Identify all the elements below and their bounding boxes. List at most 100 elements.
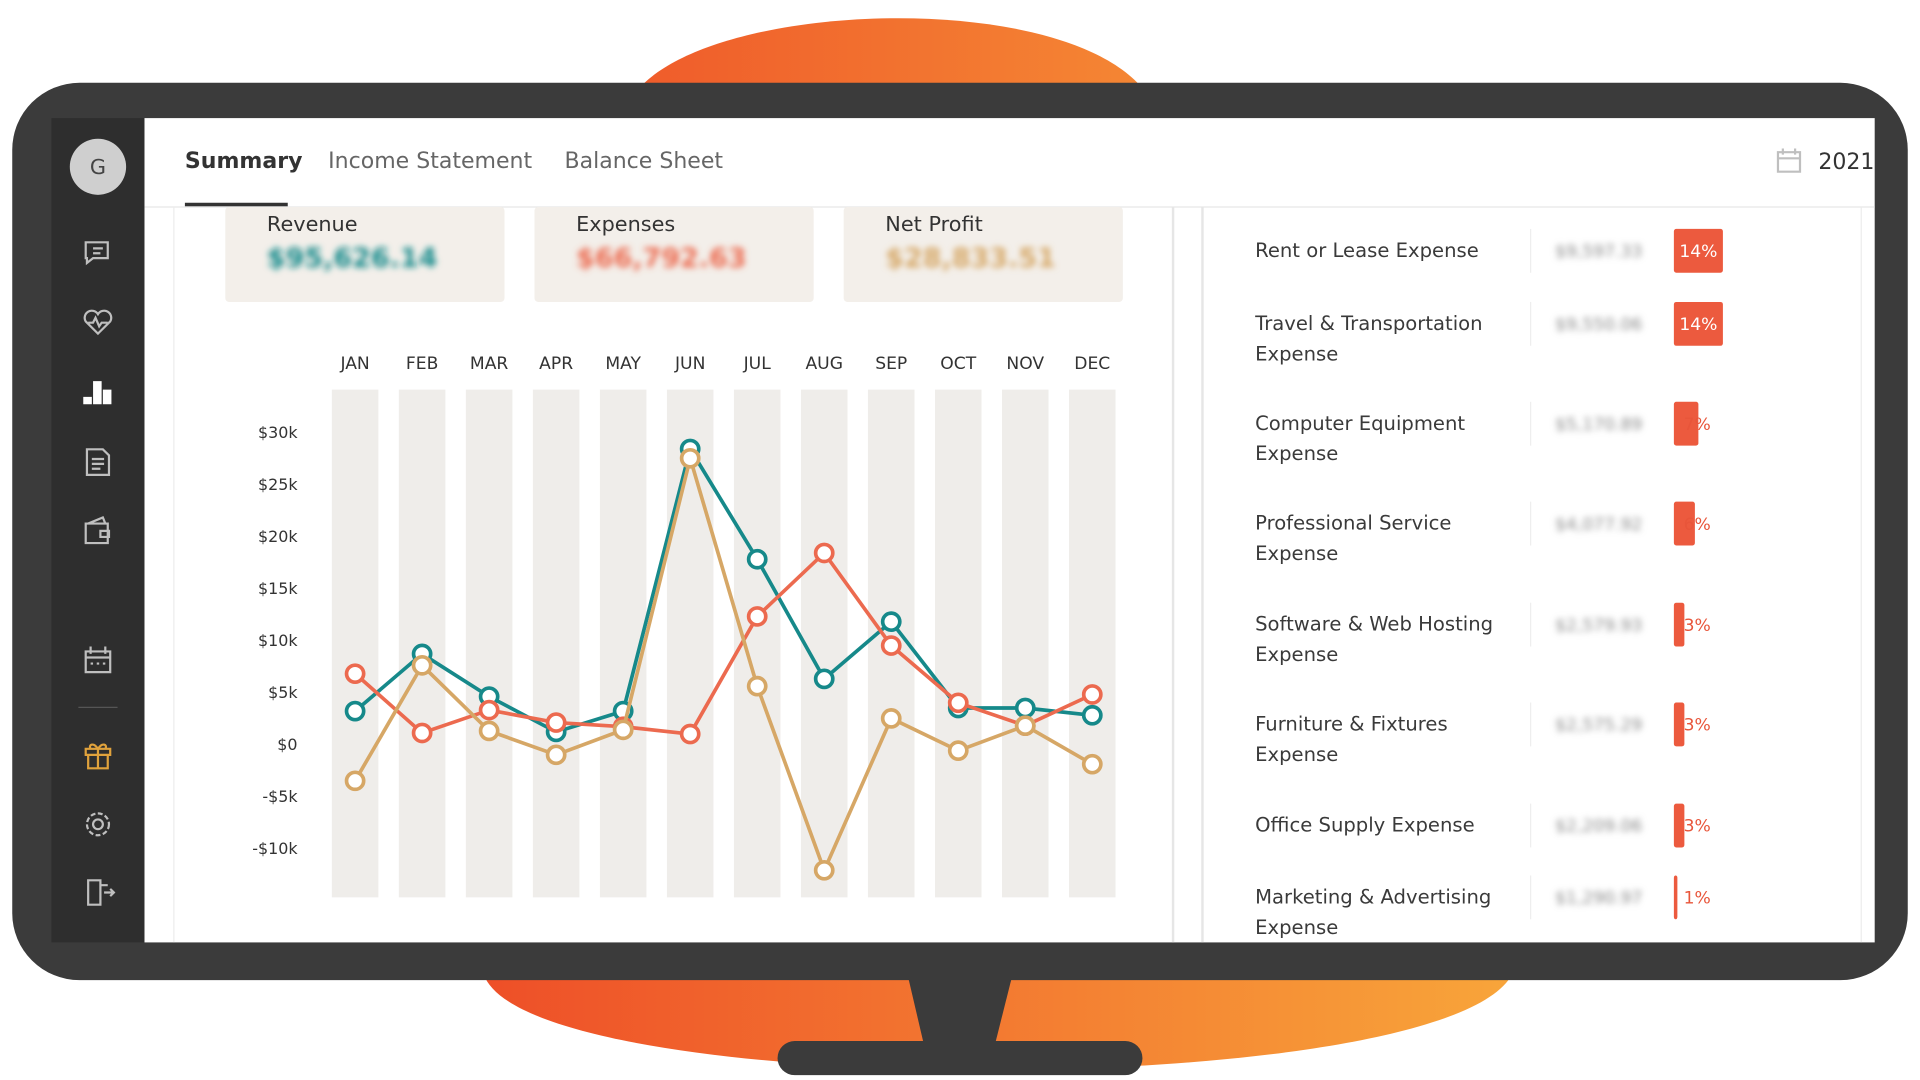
avatar-letter: G	[90, 155, 106, 179]
data-point	[880, 635, 902, 656]
expense-row: Professional Service Expense	[1255, 511, 1452, 565]
sidebar-icons	[78, 241, 118, 906]
data-point	[947, 692, 969, 714]
month-column	[934, 389, 982, 898]
data-point	[344, 770, 366, 792]
icon-year[interactable]	[1776, 148, 1802, 173]
data-point	[478, 720, 500, 742]
expense-row: Software & Web Hosting Expense	[1255, 612, 1493, 666]
data-point	[545, 744, 567, 766]
percent-label: 6%	[1684, 515, 1711, 535]
expense-amount: $4,077.92	[1555, 515, 1642, 535]
percent-label: 14%	[1679, 242, 1717, 262]
icon-chart[interactable]	[83, 381, 112, 405]
data-point	[545, 712, 567, 733]
percent-bar	[1673, 401, 1699, 446]
month-column	[331, 389, 379, 898]
data-point	[1081, 753, 1103, 775]
x-tick-label: JUL	[743, 354, 772, 374]
data-point	[746, 606, 768, 627]
x-tick-label: JUN	[674, 354, 705, 374]
x-tick-label: SEP	[875, 354, 907, 374]
expense-amount: $5,170.89	[1555, 415, 1642, 435]
expense-amount: $2,209.06	[1555, 817, 1642, 837]
data-point	[344, 663, 366, 685]
tab[interactable]: Income Statement	[328, 149, 532, 174]
expense-row: Computer Equipment Expense	[1255, 411, 1466, 466]
card-amount: $66,792.63	[576, 243, 746, 274]
data-point	[1081, 684, 1103, 705]
card-amount: $28,833.51	[885, 243, 1055, 274]
summary-cards: Revenue $95,626.14 Expenses $66,792.63 Net P…	[225, 206, 1123, 302]
tab[interactable]: Balance Sheet	[564, 149, 723, 174]
x-tick-label: MAR	[470, 354, 509, 374]
data-point	[679, 447, 701, 469]
data-point	[1014, 715, 1036, 737]
percent-bar	[1673, 875, 1678, 920]
percent-bar	[1673, 702, 1685, 747]
monitor-base	[777, 1041, 1143, 1076]
icon-health[interactable]	[83, 309, 113, 336]
card-amount: $95,626.14	[267, 243, 437, 274]
series-line	[353, 451, 1094, 876]
expense-name: Computer Equipment Expense	[1255, 411, 1466, 466]
monitor-stand	[908, 978, 1012, 1048]
icon-calendar[interactable]	[84, 646, 112, 674]
month-column	[398, 389, 446, 898]
data-point	[813, 542, 835, 564]
card	[225, 206, 505, 302]
y-tick-label: $15k	[258, 579, 298, 598]
data-point	[478, 699, 500, 721]
data-point	[746, 675, 768, 697]
month-column	[1002, 389, 1049, 898]
data-point	[746, 548, 768, 570]
month-column	[465, 389, 513, 898]
icon-gift[interactable]	[84, 743, 112, 770]
icon-chat[interactable]	[84, 241, 109, 266]
percent-bar	[1673, 301, 1723, 346]
x-tick-label: OCT	[940, 354, 976, 374]
percent-bar	[1673, 501, 1695, 546]
percent-label: 3%	[1684, 616, 1711, 636]
x-tick-label: MAY	[605, 354, 641, 374]
expense-row: Marketing & Advertising Expense	[1255, 885, 1492, 939]
x-tick-label: JAN	[339, 354, 369, 374]
avatar[interactable]	[69, 138, 127, 195]
expense-name: Professional Service Expense	[1255, 511, 1452, 565]
data-point	[947, 740, 969, 762]
month-column	[800, 389, 848, 898]
data-point	[880, 611, 902, 632]
y-tick-label: $20k	[258, 527, 298, 546]
y-tick-label: $25k	[258, 475, 298, 494]
icon-doc[interactable]	[85, 448, 111, 476]
y-tick-label: $30k	[258, 423, 298, 442]
data-point	[411, 654, 433, 676]
x-tick-label: NOV	[1006, 354, 1044, 374]
month-column	[1069, 389, 1116, 898]
month-column	[532, 389, 580, 898]
tab[interactable]: Summary	[185, 149, 303, 174]
y-tick-label: $0	[277, 735, 297, 754]
expense-name: Rent or Lease Expense	[1255, 238, 1479, 262]
expense-row: Rent or Lease Expense	[1255, 238, 1479, 262]
year[interactable]: 2021	[1818, 150, 1874, 175]
percent-bar	[1673, 228, 1723, 273]
y-tick-label: -$10k	[252, 839, 298, 858]
expense-name: Marketing & Advertising Expense	[1255, 885, 1492, 939]
series-line	[353, 550, 1094, 736]
card-label: Expenses	[576, 212, 675, 236]
expense-row: Travel & Transportation Expense	[1255, 312, 1482, 366]
data-point	[344, 700, 366, 722]
icon-logout[interactable]	[87, 879, 116, 906]
icon-settings[interactable]	[91, 818, 104, 831]
x-tick-label: AUG	[805, 354, 843, 374]
expense-list: Rent or Lease Expense $9,597.33 14% Travel …	[1255, 228, 1723, 939]
expense-row: Furniture & Fixtures Expense	[1255, 712, 1448, 766]
expense-amount: $9,597.33	[1555, 242, 1642, 262]
x-tick-label: APR	[539, 354, 573, 374]
icon-wallet[interactable]	[84, 516, 111, 545]
card	[843, 206, 1123, 302]
expense-row: Office Supply Expense	[1255, 813, 1475, 836]
